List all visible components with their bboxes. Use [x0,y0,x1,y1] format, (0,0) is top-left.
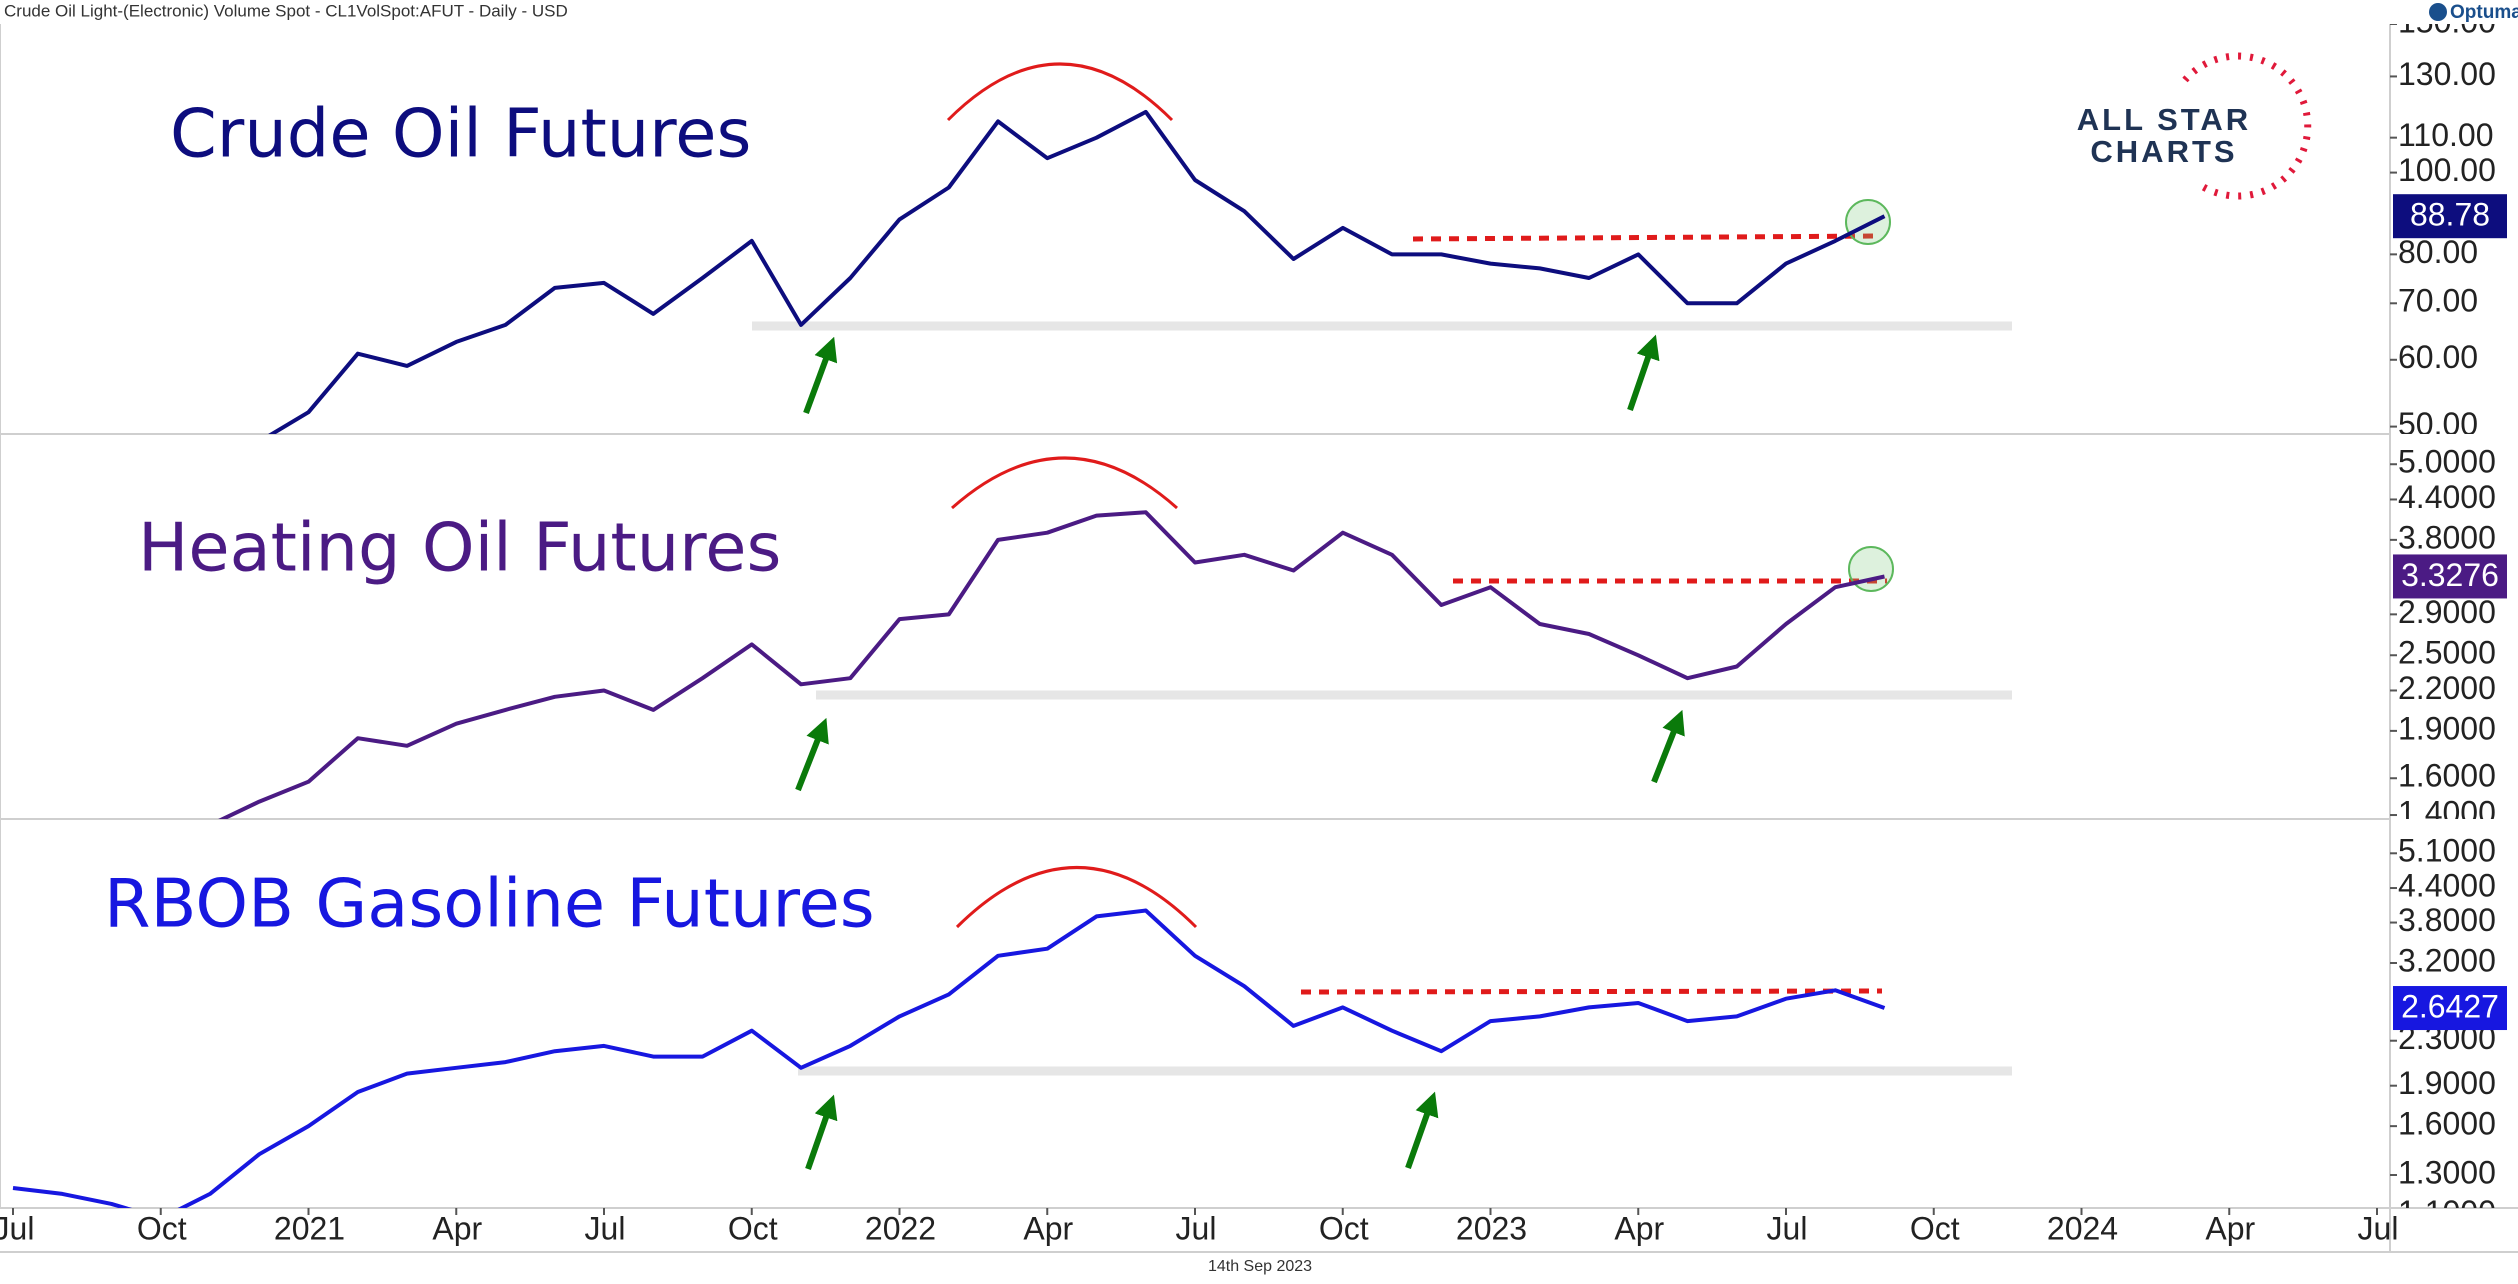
x-tick-label: Apr [2205,1210,2255,1246]
x-tick-label: Apr [1614,1210,1664,1246]
y-tick-label: 5.0000 [2398,444,2496,480]
y-tick-label: 60.00 [2398,339,2478,375]
last-value-box [2393,194,2507,239]
x-tick-label: 2023 [1456,1210,1527,1246]
logo: ALL STAR CHARTS [2077,52,2312,200]
footer-date: 14th Sep 2023 [1208,1258,1312,1275]
plot [218,510,1885,819]
panel-title: Heating Oil Futures [138,509,781,587]
logo-line2: CHARTS [2090,134,2237,169]
panel-title: Crude Oil Futures [170,95,751,173]
x-tick-label: Oct [1910,1210,1960,1246]
y-tick-label: 2.5000 [2398,635,2496,671]
last-value-box [2393,554,2507,599]
y-tick-label: 4.4000 [2398,867,2496,903]
y-tick-label: 1.6000 [2398,758,2496,794]
last-value-label: 88.78 [2410,197,2490,233]
x-tick-label: Apr [432,1210,482,1246]
logo-line1: ALL STAR [2077,102,2251,137]
price-line [12,908,1886,1208]
y-tick-label: 2.9000 [2398,594,2496,630]
x-tick-label: 2022 [865,1210,936,1246]
brand: Optuma [2450,2,2518,23]
y-tick-label: 1.4000 [2398,794,2496,830]
y-tick-label: 3.2000 [2398,942,2496,978]
y-tick-label: 100.00 [2398,152,2496,188]
price-line [268,109,1886,434]
last-value-box [2393,986,2507,1031]
y-tick-label: 70.00 [2398,283,2478,319]
x-tick-label: Jul [585,1210,626,1246]
x-tick-label: Apr [1023,1210,1073,1246]
y-tick-label: 5.1000 [2398,833,2496,869]
plot [268,109,1886,434]
x-tick-label: 2021 [274,1210,345,1246]
y-tick-label: 1.1000 [2398,1194,2496,1230]
y-tick-label: 1.9000 [2398,1065,2496,1101]
y-tick-label: 1.3000 [2398,1154,2496,1190]
x-tick-label: Jul [2358,1210,2399,1246]
y-tick-label: 130.00 [2398,56,2496,92]
last-value-label: 2.6427 [2401,988,2499,1024]
x-tick-label: Jul [1176,1210,1217,1246]
x-tick-label: 2024 [2047,1210,2118,1246]
x-tick-label: Oct [137,1210,187,1246]
last-value-label: 3.3276 [2401,557,2499,593]
header-title: Crude Oil Light-(Electronic) Volume Spot… [4,1,568,20]
annotations [752,62,2012,1170]
y-tick-label: 3.8000 [2398,902,2496,938]
y-tick-label: 110.00 [2398,117,2494,153]
y-axis: 5.10004.40003.80003.20002.30001.90001.60… [2390,833,2496,1230]
y-tick-label: 4.4000 [2398,479,2496,515]
panel-borders [0,24,2518,1253]
panel-title: RBOB Gasoline Futures [104,865,875,943]
y-tick-label: 2.2000 [2398,670,2496,706]
price-line [218,510,1885,819]
y-tick-label: 1.9000 [2398,710,2496,746]
plot [12,908,1886,1208]
x-tick-label: Jul [0,1210,34,1246]
y-tick-label: 150.00 [2398,3,2496,39]
x-tick-label: Jul [1767,1210,1808,1246]
y-tick-label: 50.00 [2398,406,2478,442]
y-tick-label: 3.8000 [2398,519,2496,555]
x-tick-label: Oct [728,1210,778,1246]
x-tick-label: Oct [1319,1210,1369,1246]
y-tick-label: 80.00 [2398,234,2478,270]
brand-icon [2429,3,2447,21]
y-tick-label: 1.6000 [2398,1106,2496,1142]
